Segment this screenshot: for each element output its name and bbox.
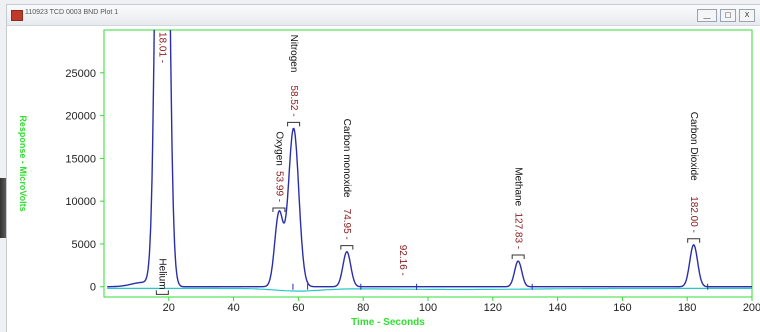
x-tick-label: 80 xyxy=(357,302,369,314)
x-tick-label: 160 xyxy=(613,302,631,314)
y-tick-label: 15000 xyxy=(65,153,96,165)
title-bar[interactable]: 110923 TCD 0003 BND Plot 1 __ □ X xyxy=(7,5,760,26)
peak-bracket xyxy=(287,121,301,127)
compound-label: Carbon monoxide xyxy=(341,119,352,198)
retention-time-label: 92.16 - xyxy=(397,245,408,276)
retention-time-label: 58.52 - xyxy=(288,85,299,116)
minimize-button[interactable]: __ xyxy=(697,9,717,22)
x-tick-label: 40 xyxy=(227,302,239,314)
peak-bracket xyxy=(511,254,525,260)
peak-bracket xyxy=(272,207,286,212)
close-button[interactable]: X xyxy=(739,9,755,22)
retention-time-label: 18.01 - xyxy=(157,32,168,63)
x-tick-label: 120 xyxy=(484,302,502,314)
window-controls: __ □ X xyxy=(697,9,755,22)
x-tick-label: 60 xyxy=(292,302,304,314)
x-tick-label: 140 xyxy=(548,302,566,314)
retention-time-label: 127.83 - xyxy=(513,212,524,249)
signal-trace xyxy=(107,30,752,288)
x-tick-label: 180 xyxy=(678,302,696,314)
retention-time-label: 53.99 - xyxy=(273,171,284,202)
maximize-button[interactable]: □ xyxy=(720,9,736,22)
y-tick-label: 20000 xyxy=(65,111,96,123)
compound-label: Methane xyxy=(513,167,524,206)
y-tick-label: 10000 xyxy=(65,196,96,208)
compound-label: Helium xyxy=(157,258,168,289)
x-tick-label: 20 xyxy=(163,302,175,314)
x-tick-label: 100 xyxy=(419,302,437,314)
plot-window: 110923 TCD 0003 BND Plot 1 __ □ X xyxy=(6,4,760,332)
retention-time-label: 74.95 - xyxy=(341,209,352,240)
peak-bracket xyxy=(155,290,169,295)
y-tick-label: 5000 xyxy=(72,239,96,251)
compound-label: Nitrogen xyxy=(288,35,299,73)
y-axis-title: Response - MicroVolts xyxy=(18,115,28,211)
app-icon xyxy=(11,10,23,21)
retention-time-label: 182.00 - xyxy=(688,196,699,233)
baseline-trace xyxy=(107,287,752,292)
y-tick-label: 0 xyxy=(90,282,96,294)
window-title: 110923 TCD 0003 BND Plot 1 xyxy=(25,9,119,16)
compound-label: Oxygen xyxy=(273,131,284,165)
x-axis-title: Time - Seconds xyxy=(351,317,425,328)
y-tick-label: 25000 xyxy=(65,68,96,80)
peak-bracket xyxy=(340,245,354,250)
x-tick-label: 200 xyxy=(743,302,760,314)
compound-label: Carbon Dioxide xyxy=(688,112,699,181)
plot-frame xyxy=(103,29,753,298)
peak-bracket xyxy=(687,238,701,243)
